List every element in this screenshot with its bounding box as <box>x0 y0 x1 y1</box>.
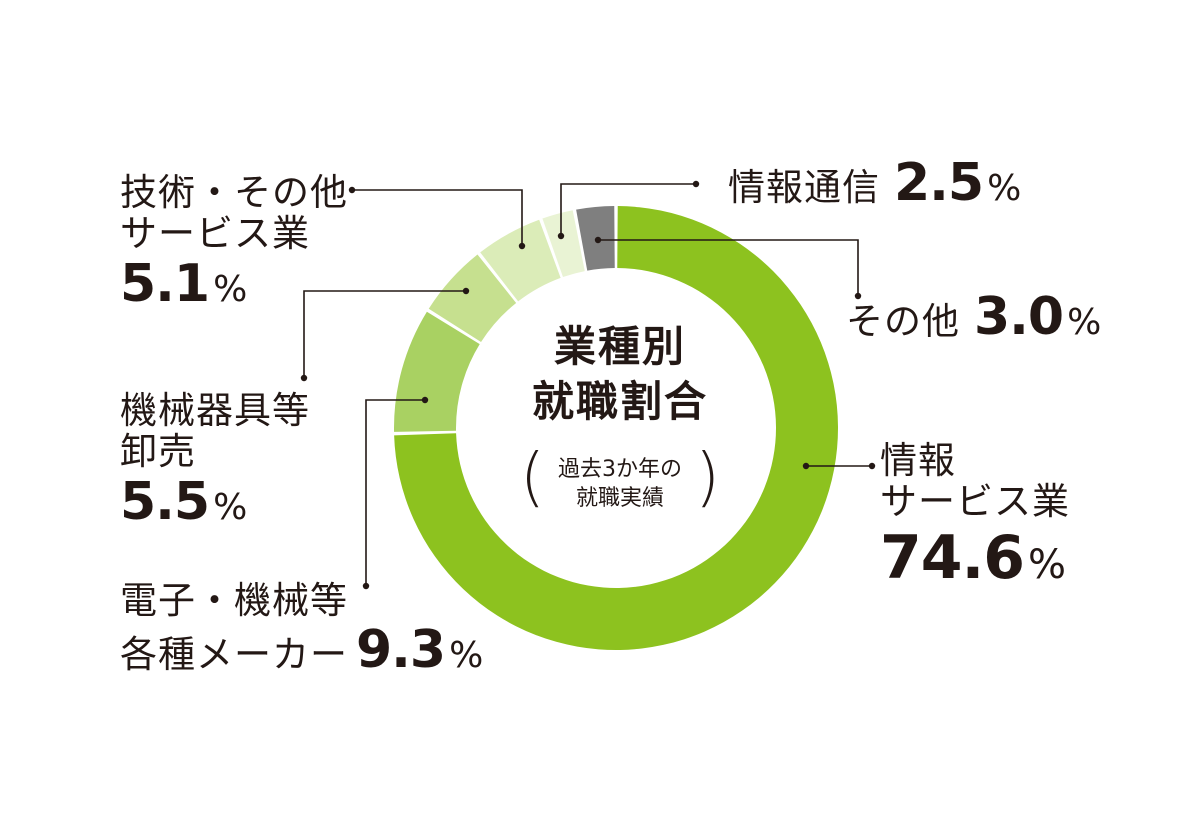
label-other-name: その他 <box>846 300 960 343</box>
label-maker-pct: % <box>449 635 484 677</box>
label-wholesale-line1: 機械器具等 <box>120 389 310 432</box>
leader-telecom <box>560 183 696 236</box>
label-tech-service-value: 5.1 <box>120 253 210 314</box>
label-maker-line2: 各種メーカー <box>120 633 348 677</box>
label-telecom-name: 情報通信 <box>728 166 880 209</box>
label-tech-service-line1: 技術・その他 <box>120 171 348 214</box>
chart-subtitle-line2: 就職実績 <box>575 485 664 511</box>
label-wholesale-value: 5.5 <box>120 471 210 532</box>
label-other-pct: % <box>1067 302 1102 343</box>
label-wholesale: 機械器具等 卸売 5.5 % <box>120 389 310 532</box>
label-info-service-pct: % <box>1028 541 1067 588</box>
slice-telecom <box>542 210 585 278</box>
chart-subtitle-line1: 過去3か年の <box>558 457 682 482</box>
slice-wholesale <box>428 254 517 343</box>
close-paren: ) <box>695 441 720 515</box>
leader-maker <box>365 399 425 586</box>
leader-maker-start-dot <box>421 396 429 404</box>
label-tech-service: 技術・その他 サービス業 5.1 % <box>120 171 348 314</box>
label-info-service-line1: 情報 <box>880 439 956 482</box>
leader-tech-service <box>352 189 523 246</box>
slice-maker <box>394 311 480 432</box>
label-info-service-value: 74.6 <box>880 522 1025 593</box>
leader-telecom-start-dot <box>557 232 565 240</box>
label-tech-service-line2: サービス業 <box>120 212 310 256</box>
label-info-service-line2: サービス業 <box>880 480 1070 524</box>
label-other-value: 3.0 <box>974 287 1064 347</box>
leader-wholesale <box>303 290 466 378</box>
open-paren: ( <box>520 441 545 515</box>
label-telecom: 情報通信 2.5 % <box>728 154 1021 212</box>
leader-info-service-end-dot <box>868 462 876 470</box>
label-maker: 電子・機械等 各種メーカー 9.3 % <box>120 580 483 680</box>
chart-subtitle: ( 過去3か年の 就職実績 ) <box>520 446 720 522</box>
leader-telecom-end-dot <box>692 180 700 188</box>
label-other: その他 3.0 % <box>846 288 1101 346</box>
label-telecom-value: 2.5 <box>894 153 984 213</box>
leader-maker-end-dot <box>362 582 370 590</box>
chart-title-line2: 就職割合 <box>531 376 708 426</box>
slice-tech-service <box>480 219 561 302</box>
leader-wholesale-start-dot <box>462 287 470 295</box>
leader-other-end-dot <box>854 292 862 300</box>
leader-lines <box>303 183 872 586</box>
leader-wholesale-end-dot <box>300 374 308 382</box>
label-wholesale-pct: % <box>213 486 248 528</box>
label-tech-service-pct: % <box>213 268 248 310</box>
leader-other <box>598 239 859 296</box>
chart-title: 業種別 就職割合 <box>520 320 720 429</box>
label-maker-value: 9.3 <box>356 620 446 681</box>
leader-dots <box>300 180 876 590</box>
label-wholesale-line2: 卸売 <box>120 430 196 474</box>
leader-tech-service-start-dot <box>518 242 526 250</box>
leader-info-service-start-dot <box>802 462 810 470</box>
label-telecom-pct: % <box>987 168 1022 209</box>
chart-title-line1: 業種別 <box>553 322 686 371</box>
label-maker-line1: 電子・機械等 <box>120 579 348 622</box>
leader-other-start-dot <box>594 236 602 244</box>
label-info-service: 情報 サービス業 74.6 % <box>880 440 1070 592</box>
leader-tech-service-end-dot <box>348 186 356 194</box>
